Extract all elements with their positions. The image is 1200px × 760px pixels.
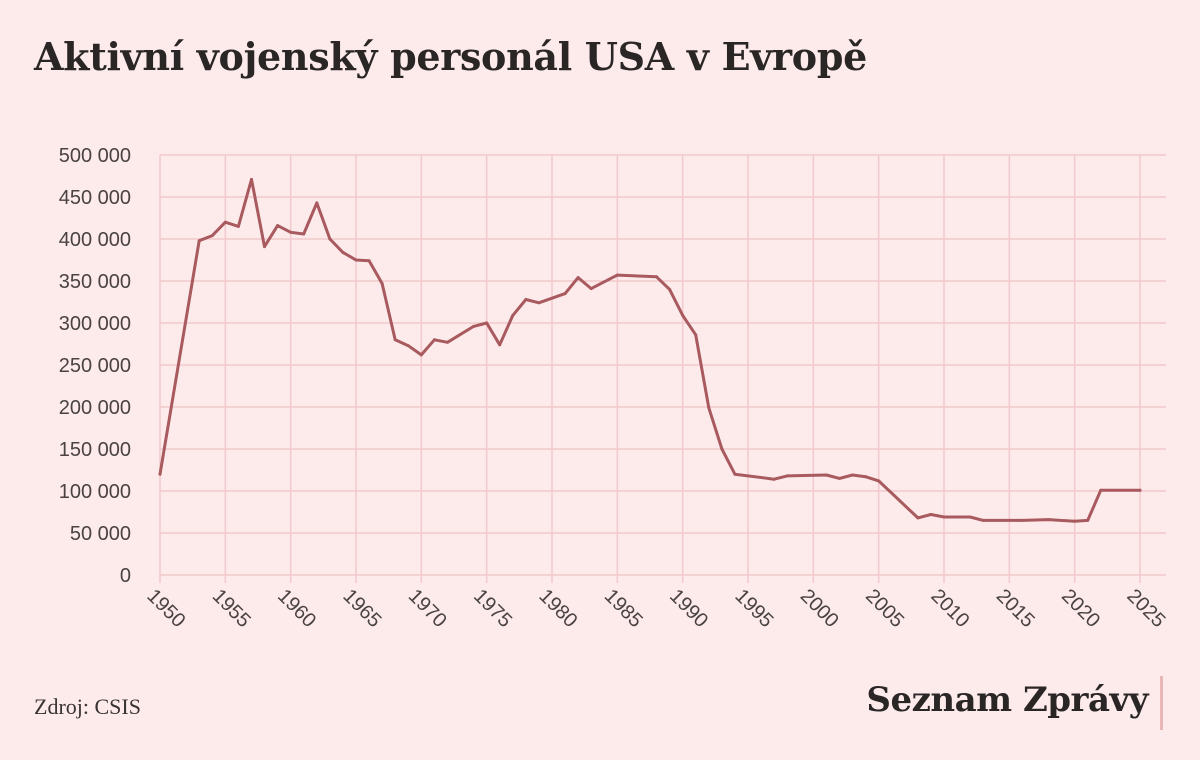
- x-tick-label: 2010: [926, 585, 973, 632]
- data-point: [210, 234, 214, 238]
- x-tick-label: 2005: [861, 585, 908, 632]
- x-tick-label: 1970: [404, 585, 451, 632]
- data-point: [236, 224, 240, 228]
- x-tick-label: 2015: [992, 585, 1039, 632]
- data-point: [263, 245, 266, 249]
- y-tick-label: 250 000: [59, 355, 131, 377]
- data-point: [511, 313, 515, 317]
- data-point: [864, 475, 868, 479]
- x-tick-label: 1955: [208, 585, 255, 632]
- data-point: [315, 201, 319, 205]
- series-line: [158, 177, 1142, 523]
- data-point: [1073, 519, 1077, 523]
- data-point: [276, 224, 280, 228]
- data-point: [681, 313, 685, 317]
- data-point: [942, 515, 946, 519]
- data-point: [472, 324, 476, 328]
- data-point: [589, 287, 593, 291]
- x-tick-label: 1950: [142, 585, 189, 632]
- y-tick-label: 200 000: [59, 397, 131, 419]
- data-point: [772, 477, 776, 481]
- data-point: [694, 333, 698, 337]
- data-point: [968, 515, 972, 519]
- data-point: [524, 298, 528, 301]
- data-point: [785, 474, 789, 478]
- data-point: [916, 516, 920, 520]
- y-tick-label: 0: [120, 565, 131, 587]
- x-tick-label: 1995: [730, 585, 777, 632]
- x-axis: 1950 1955 1960 1965 1970 1975 1980 1985 1990 1995…: [142, 585, 1169, 632]
- data-point: [223, 220, 227, 224]
- data-point: [341, 250, 345, 254]
- data-point: [419, 353, 423, 357]
- data-point: [733, 472, 737, 476]
- data-point: [537, 301, 541, 305]
- y-tick-label: 500 000: [59, 145, 131, 167]
- data-point: [354, 258, 358, 262]
- data-point: [367, 259, 371, 263]
- data-point: [406, 344, 410, 348]
- data-point: [877, 479, 881, 483]
- data-point: [1099, 488, 1103, 492]
- y-tick-label: 350 000: [59, 271, 131, 293]
- data-point: [393, 338, 397, 342]
- data-point: [720, 447, 724, 451]
- data-point: [576, 276, 580, 280]
- data-point: [1020, 518, 1024, 522]
- data-point: [158, 472, 162, 476]
- data-point: [302, 232, 306, 236]
- data-point: [981, 518, 985, 522]
- x-tick-label: 1975: [469, 585, 516, 632]
- data-point: [838, 476, 841, 480]
- y-tick-label: 300 000: [59, 313, 131, 335]
- data-point: [289, 230, 293, 234]
- data-point: [1047, 518, 1050, 522]
- data-point: [851, 473, 854, 477]
- y-tick-label: 100 000: [59, 481, 131, 503]
- grid: [159, 154, 1166, 583]
- data-point: [824, 473, 828, 477]
- data-point: [707, 406, 711, 410]
- data-point: [563, 292, 567, 296]
- series-layer: [158, 177, 1142, 523]
- data-point: [655, 275, 658, 279]
- y-tick-label: 450 000: [59, 187, 131, 209]
- x-tick-label: 1980: [534, 585, 581, 632]
- data-point: [1138, 488, 1142, 492]
- data-point: [929, 513, 933, 516]
- page-title: Aktivní vojenský personál USA v Evropě: [34, 34, 867, 79]
- x-tick-label: 1965: [338, 585, 385, 632]
- data-point: [485, 321, 489, 325]
- brand-logo: Seznam Zprávy: [866, 680, 1148, 720]
- x-tick-label: 2020: [1057, 585, 1104, 632]
- source-note: Zdroj: CSIS: [34, 694, 141, 719]
- data-point: [380, 282, 384, 285]
- data-point: [432, 338, 436, 342]
- data-point: [197, 239, 201, 243]
- y-tick-label: 150 000: [59, 439, 131, 461]
- data-point: [328, 237, 332, 241]
- x-tick-label: 1960: [273, 585, 320, 632]
- data-point: [615, 273, 619, 277]
- data-point: [1086, 518, 1090, 522]
- x-tick-label: 1985: [600, 585, 647, 632]
- data-point: [668, 287, 672, 291]
- y-tick-label: 400 000: [59, 229, 131, 251]
- x-tick-label: 2000: [796, 585, 843, 632]
- data-point: [498, 343, 502, 347]
- data-point: [250, 177, 253, 181]
- x-tick-label: 2025: [1122, 585, 1169, 632]
- logo-divider: [1160, 676, 1163, 730]
- y-tick-label: 50 000: [70, 523, 131, 545]
- y-axis: 0 50 000 100 000 150 000 200 000 250 000 300 0…: [59, 145, 131, 587]
- data-point: [446, 340, 449, 344]
- x-tick-label: 1990: [665, 585, 712, 632]
